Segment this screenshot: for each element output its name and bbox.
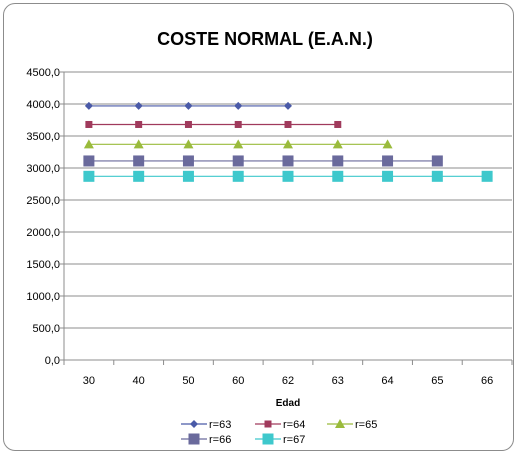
legend-marker (262, 433, 274, 445)
data-point (83, 139, 94, 149)
data-point (382, 170, 394, 182)
x-tick-label: 64 (381, 375, 393, 387)
x-tick-label: 60 (232, 375, 244, 387)
x-tick-label: 62 (282, 375, 294, 387)
series-group (83, 101, 493, 182)
axes (60, 71, 513, 365)
data-point (133, 170, 145, 182)
legend-marker (188, 433, 200, 445)
data-point (184, 120, 192, 128)
y-tick-label: 0,0 (45, 355, 60, 367)
x-tick-label: 63 (332, 375, 344, 387)
legend-item: r=67 (255, 433, 305, 446)
legend-label: r=66 (209, 434, 231, 446)
data-point (282, 155, 294, 167)
data-point (135, 120, 143, 128)
x-tick-label: 40 (133, 375, 145, 387)
series-0 (84, 101, 292, 110)
data-point (234, 120, 242, 128)
y-tick-label: 2500,0 (26, 195, 60, 207)
data-point (232, 155, 244, 167)
legend-item: r=64 (255, 419, 305, 431)
data-point (83, 170, 95, 182)
legend-marker (335, 419, 345, 428)
legend-item: r=66 (181, 433, 231, 446)
legend: r=63 r=64 r=65 r=66 r=67 (181, 419, 377, 446)
data-point (134, 101, 143, 110)
y-tick-label: 500,0 (32, 323, 60, 335)
data-point (431, 155, 443, 167)
data-point (83, 155, 95, 167)
data-point (284, 101, 292, 110)
x-tick-label: 65 (431, 375, 443, 387)
data-point (284, 120, 292, 128)
legend-label: r=64 (283, 419, 305, 431)
y-tick-label: 1000,0 (26, 291, 60, 303)
series-3 (83, 155, 443, 167)
data-point (382, 155, 394, 167)
grid (64, 71, 512, 361)
data-point (133, 139, 144, 149)
x-tick-label: 50 (182, 375, 194, 387)
data-point (183, 139, 194, 149)
data-point (282, 170, 294, 182)
legend-marker (190, 420, 198, 428)
data-point (481, 170, 493, 182)
data-point (234, 101, 243, 110)
legend-label: r=65 (355, 419, 377, 431)
data-point (283, 139, 293, 149)
data-point (332, 170, 344, 182)
series-2 (83, 139, 393, 149)
y-tick-label: 4500,0 (26, 67, 60, 79)
data-point (332, 139, 343, 149)
series-1 (85, 120, 342, 128)
legend-marker (264, 420, 272, 428)
y-tick-label: 1500,0 (26, 259, 60, 271)
chart-title: COSTE NORMAL (E.A.N.) (157, 29, 373, 49)
x-axis-label: Edad (276, 398, 300, 409)
y-tick-label: 3500,0 (26, 131, 60, 143)
y-tick-label: 4000,0 (26, 99, 60, 111)
data-point (332, 155, 344, 167)
legend-label: r=67 (283, 434, 305, 446)
x-tick-label: 30 (83, 375, 95, 387)
data-point (233, 139, 244, 149)
data-point (184, 101, 193, 110)
x-tick-label: 66 (481, 375, 493, 387)
legend-item: r=63 (181, 419, 231, 431)
data-point (133, 155, 145, 167)
series-4 (83, 170, 493, 182)
y-tick-label: 3000,0 (26, 163, 60, 175)
y-tick-labels: 0,0 500,0 1000,0 1500,0 2000,0 2500,0 3000,0 35… (26, 67, 60, 367)
data-point (232, 170, 244, 182)
y-tick-label: 2000,0 (26, 227, 60, 239)
data-point (85, 120, 93, 128)
data-point (84, 101, 93, 110)
data-point (431, 170, 443, 182)
chart-frame (3, 3, 514, 451)
data-point (382, 139, 393, 149)
data-point (182, 170, 194, 182)
legend-label: r=63 (209, 419, 231, 431)
x-tick-labels: 30 40 50 60 62 63 64 65 66 (83, 375, 493, 387)
legend-item: r=65 (327, 419, 377, 431)
data-point (182, 155, 194, 167)
data-point (334, 120, 342, 128)
